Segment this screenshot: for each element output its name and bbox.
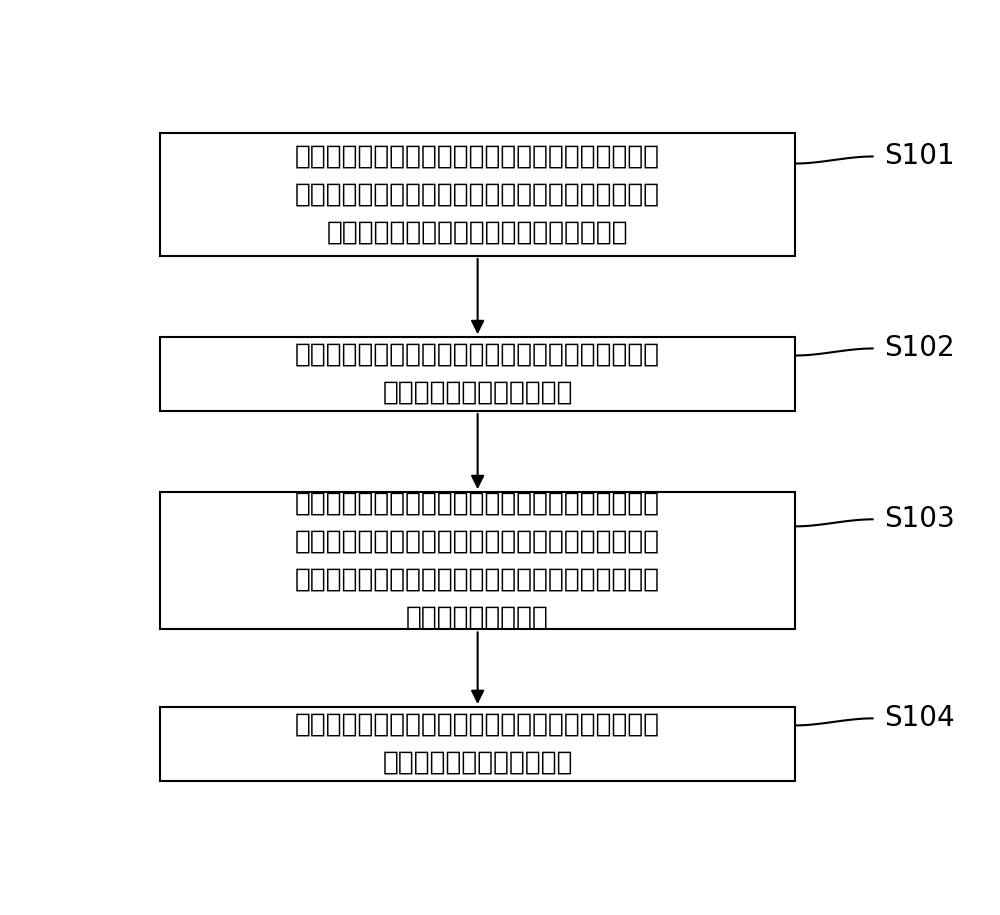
Text: S102: S102 (885, 335, 955, 362)
FancyBboxPatch shape (160, 492, 795, 630)
Text: 基站接收终端发送的电路域回落业务请求，向所述终
端发送异系统频点测量控制消息，其中，所述异系统
频点测量控制消息中包含待测的异系统频点: 基站接收终端发送的电路域回落业务请求，向所述终 端发送异系统频点测量控制消息，其… (295, 144, 660, 245)
FancyBboxPatch shape (160, 133, 795, 256)
Text: 所述基站依次接收所述终端对各所述异系统频点测量
信号强度后上报的测量报告: 所述基站依次接收所述终端对各所述异系统频点测量 信号强度后上报的测量报告 (295, 712, 660, 776)
Text: 所述基站依次接收所述终端对各所述异系统频点测量
信号强度后上报的测量报告: 所述基站依次接收所述终端对各所述异系统频点测量 信号强度后上报的测量报告 (295, 342, 660, 406)
Text: 所述基站在接收到第一个测量报告时开启延迟判决定
时器，当所述延迟判决定时器计时到达预设时间后，
所述基站根据接收到的所有所述测量报告获取信号强
度最强的异系统频: 所述基站在接收到第一个测量报告时开启延迟判决定 时器，当所述延迟判决定时器计时到… (295, 490, 660, 630)
Text: S101: S101 (885, 143, 955, 170)
Text: S103: S103 (885, 505, 955, 533)
Text: S104: S104 (885, 705, 955, 732)
FancyBboxPatch shape (160, 337, 795, 411)
FancyBboxPatch shape (160, 707, 795, 780)
